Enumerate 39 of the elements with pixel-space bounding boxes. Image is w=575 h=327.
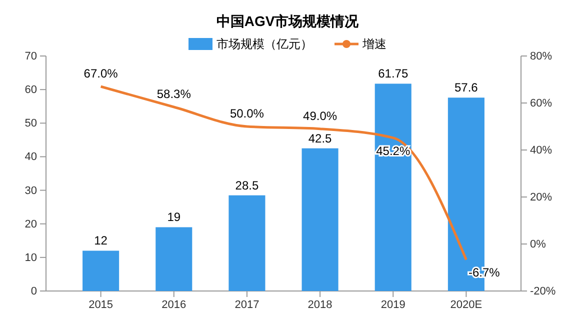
y2-tick-label: 60%: [530, 98, 552, 110]
data-label: 57.6: [454, 80, 478, 95]
data-label: 61.75: [378, 66, 408, 81]
data-label: 49.0%: [303, 108, 338, 123]
y2-tick-label: 0%: [530, 238, 546, 251]
data-label: 28.5: [235, 178, 259, 192]
chart-title: 中国AGV市场规模情况: [216, 13, 360, 29]
data-label: 12: [94, 234, 108, 248]
y2-tick-label: 40%: [530, 144, 552, 157]
y-tick-label: 30: [24, 184, 37, 197]
legend-label: 市场规模（亿元）: [216, 37, 312, 51]
x-tick-label: 2016: [162, 298, 186, 311]
x-tick-label: 2018: [308, 298, 332, 311]
y-tick-label: 50: [24, 118, 37, 130]
x-tick-label: 2017: [234, 298, 260, 311]
data-label: 50.0%: [230, 106, 264, 120]
y-tick-label: 40: [24, 151, 37, 164]
data-label: 19: [167, 210, 181, 224]
y-tick-label: 10: [24, 252, 37, 264]
x-tick-label: 2015: [88, 298, 114, 311]
bar: [302, 148, 338, 291]
y2-tick-label: -20%: [530, 286, 556, 298]
y2-tick-label: 20%: [530, 192, 552, 204]
y-tick-label: 20: [24, 218, 37, 230]
legend-label: 增速: [362, 37, 386, 51]
bar: [228, 195, 266, 291]
y-tick-label: 0: [30, 286, 37, 298]
x-tick-label: 2020E: [450, 298, 482, 311]
y-tick-label: 60: [24, 84, 37, 96]
data-label: 42.5: [308, 131, 332, 146]
bar: [374, 84, 412, 291]
y-tick-label: 70: [24, 50, 37, 63]
y2-tick-label: 80%: [530, 50, 552, 63]
data-label: 58.3%: [156, 86, 192, 101]
bar: [82, 250, 120, 291]
x-tick-label: 2019: [380, 298, 406, 311]
bar: [156, 227, 192, 291]
data-label: 45.2%: [376, 144, 410, 158]
data-label: 67.0%: [84, 66, 118, 81]
